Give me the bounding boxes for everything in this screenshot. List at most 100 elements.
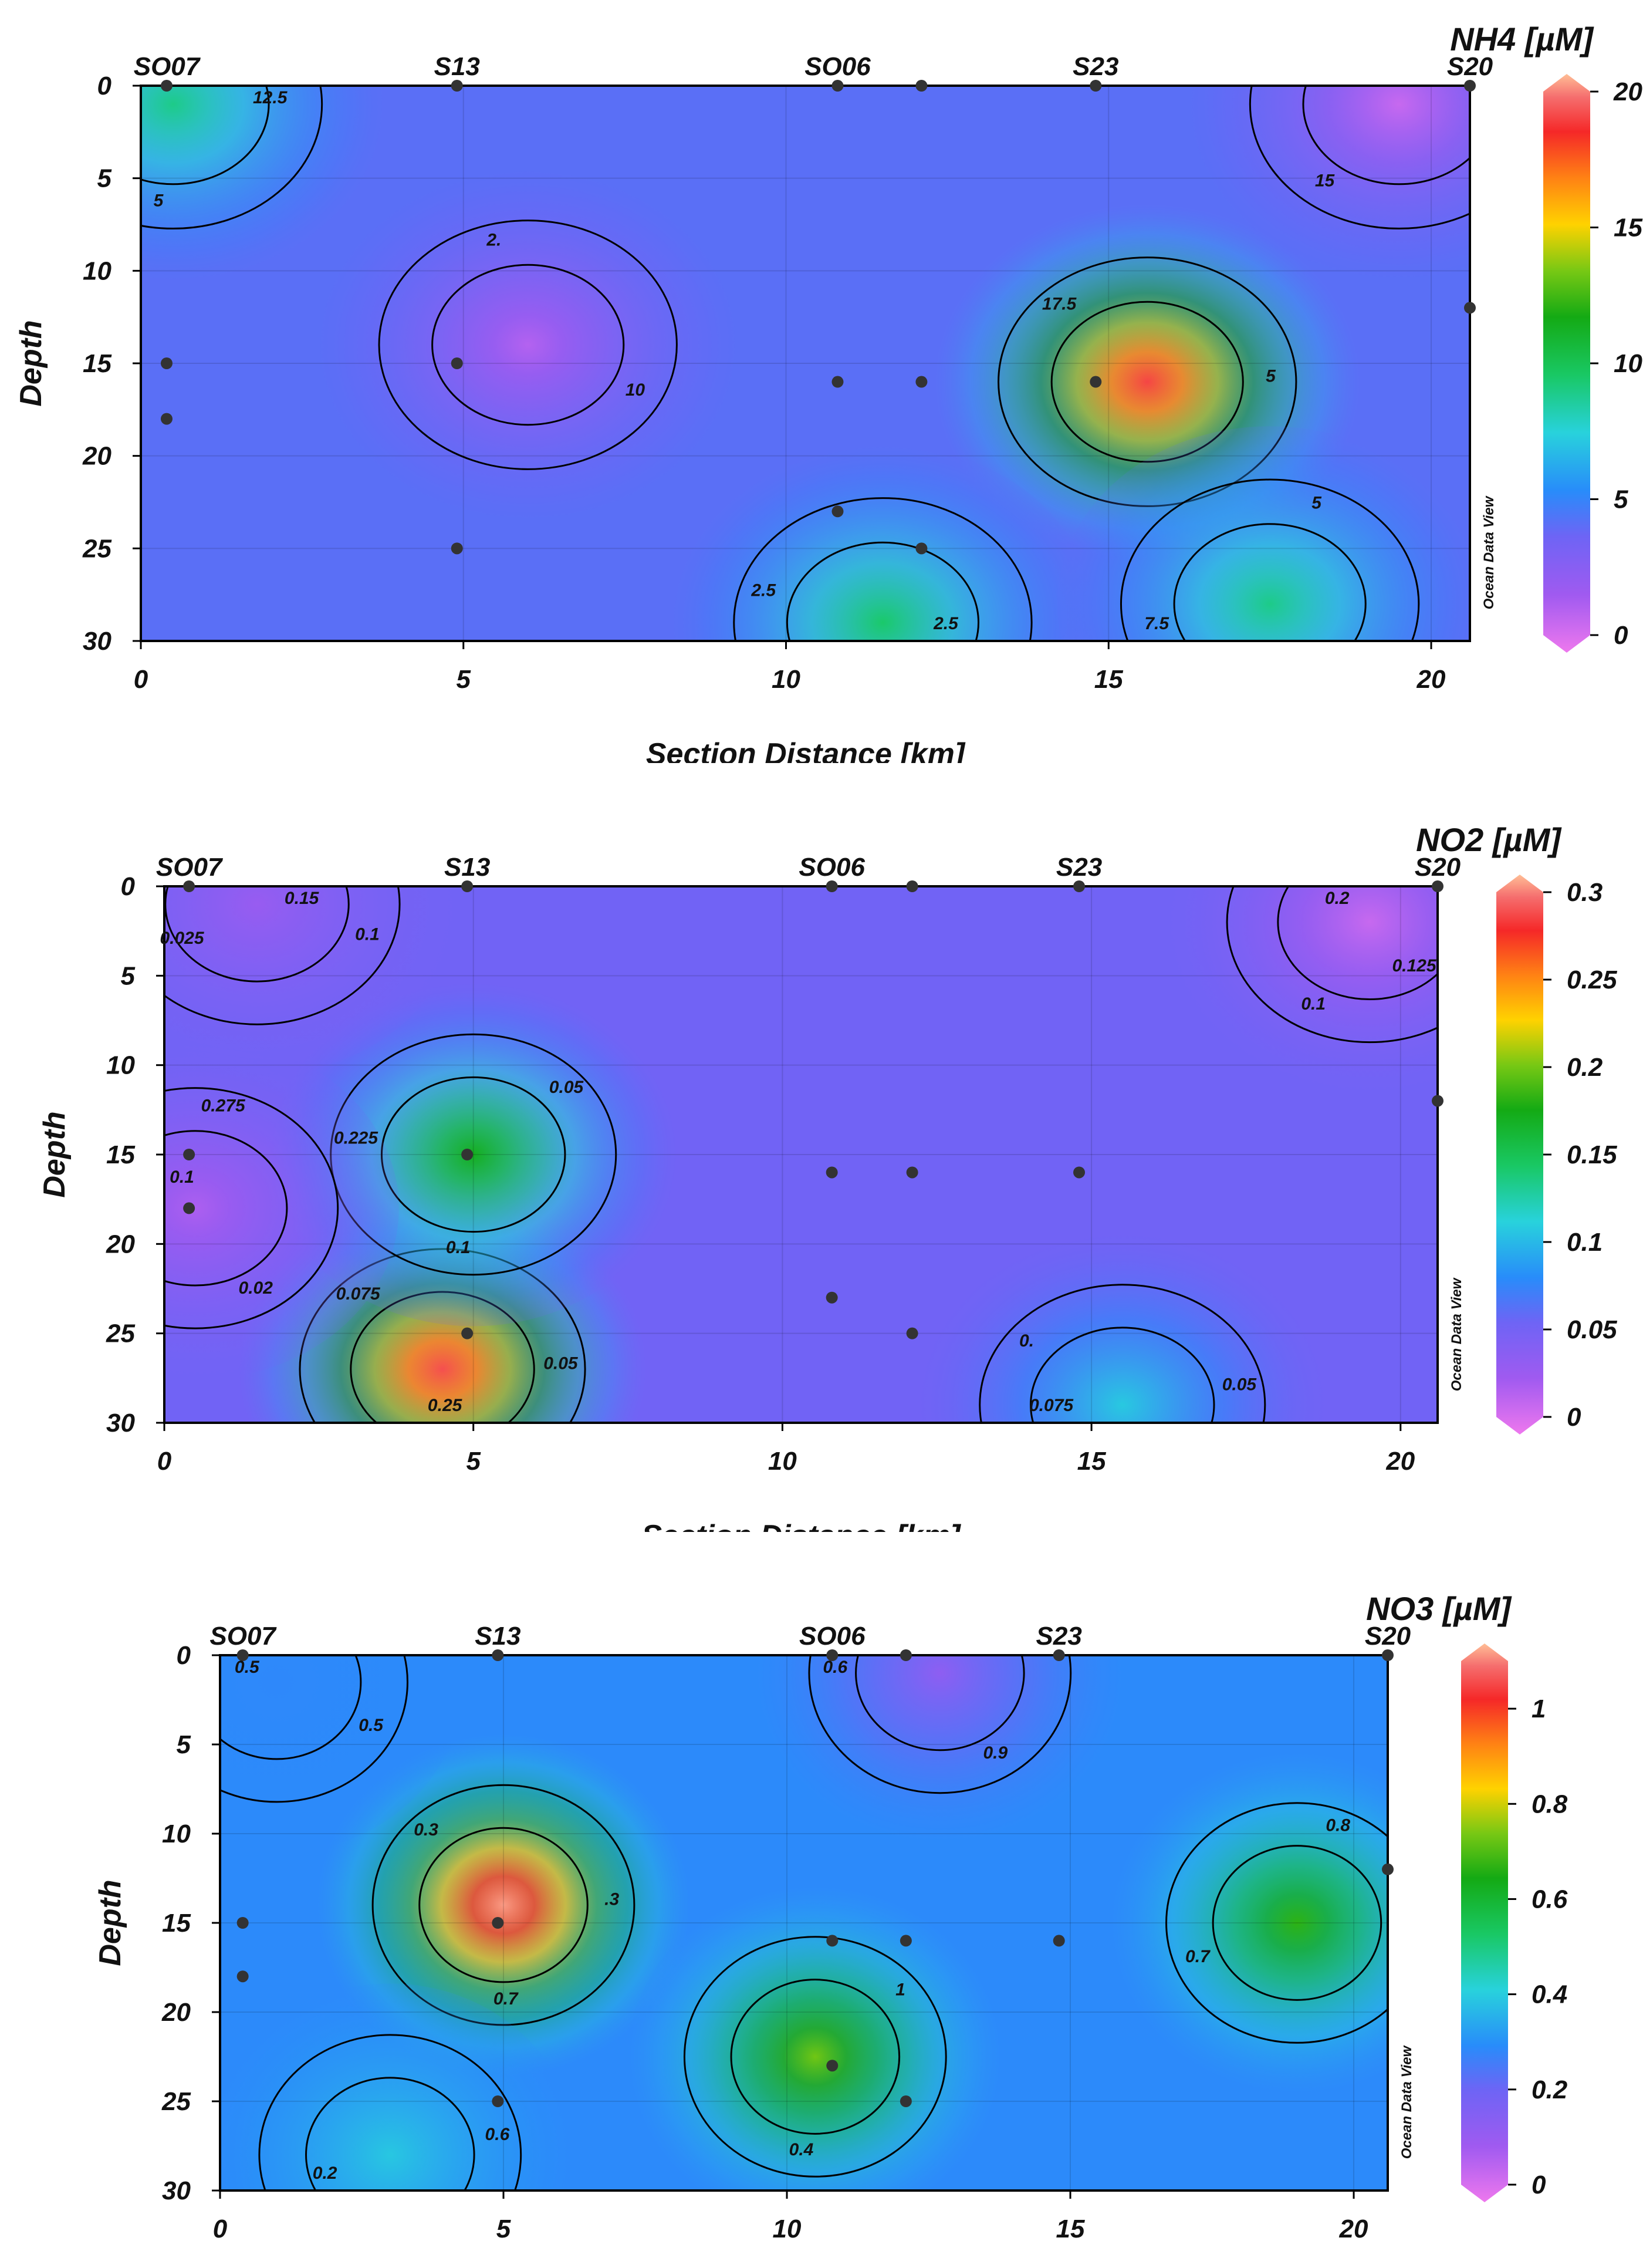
sample-point xyxy=(906,880,918,892)
contour-label: 0.25 xyxy=(428,1396,463,1415)
x-tick-label: 10 xyxy=(768,1447,797,1476)
x-tick-label: 5 xyxy=(466,1447,481,1476)
colorbar-tick-label: 0.8 xyxy=(1532,1790,1568,1818)
y-tick-label: 10 xyxy=(83,256,111,285)
colorbar-tick-label: 0.6 xyxy=(1532,1885,1568,1913)
station-label: S20 xyxy=(1365,1622,1411,1651)
chart-title: NH4 [µM] xyxy=(1450,21,1594,58)
contour-label: 0.9 xyxy=(983,1743,1008,1763)
concentration-field-cell xyxy=(220,1983,577,2191)
contour-label: 0.5 xyxy=(235,1658,260,1677)
colorbar-tick-label: 0.2 xyxy=(1567,1053,1603,1082)
contour-label: 0.075 xyxy=(336,1284,381,1304)
concentration-field-cell xyxy=(164,1037,399,1380)
contour-line xyxy=(786,541,979,641)
concentration-field-cell xyxy=(1186,86,1470,282)
sample-point xyxy=(831,376,844,388)
colorbar-tick-label: 0 xyxy=(1532,2171,1546,2199)
contour-label: 0.15 xyxy=(285,889,320,908)
no2-section-plot: 0.050.10.10.150.1250.0750.0750.050.020.0… xyxy=(38,821,1617,1532)
colorbar xyxy=(1543,74,1590,653)
no2-panel: 0.05 0.1 0.1 0.15 0.125 0.075 0.075 0.05 0.02 0.0… xyxy=(0,769,1643,1532)
x-tick-label: 0 xyxy=(213,2215,228,2243)
odv-watermark: Ocean Data View xyxy=(1449,1277,1465,1391)
y-tick-label: 25 xyxy=(106,1319,135,1348)
y-tick-label: 30 xyxy=(106,1409,135,1437)
x-tick-label: 15 xyxy=(1094,665,1123,694)
sample-point xyxy=(236,1649,249,1661)
y-tick-label: 5 xyxy=(121,961,136,990)
sample-point xyxy=(1464,302,1476,314)
sample-point xyxy=(1053,1935,1065,1947)
contour-label: 1 xyxy=(895,1980,905,1999)
station-label: SO06 xyxy=(799,1622,866,1651)
contour-label: 0.4 xyxy=(789,2140,814,2159)
station-label: SO06 xyxy=(799,853,865,882)
contour-label: 0.2 xyxy=(1325,889,1350,908)
contour-line xyxy=(220,1655,362,1760)
sample-point xyxy=(461,1327,474,1339)
x-tick-label: 20 xyxy=(1385,1447,1415,1476)
x-tick-label: 20 xyxy=(1339,2215,1368,2243)
sample-point xyxy=(906,1327,918,1339)
y-tick-label: 30 xyxy=(83,627,111,656)
y-tick-label: 10 xyxy=(162,1820,191,1848)
sample-point xyxy=(451,357,463,369)
x-tick-label: 0 xyxy=(134,665,148,694)
contour-label: 0.1 xyxy=(170,1167,194,1187)
x-tick-label: 15 xyxy=(1077,1447,1106,1476)
sample-point xyxy=(826,1649,839,1661)
sample-point xyxy=(906,1166,918,1179)
contour-label: .3 xyxy=(604,1890,619,1909)
x-tick-label: 10 xyxy=(772,665,800,694)
sample-point xyxy=(826,1935,839,1947)
contour-line xyxy=(1030,1327,1215,1423)
contour-label: 0.05 xyxy=(543,1354,579,1373)
y-tick-label: 20 xyxy=(161,1998,191,2027)
sample-point xyxy=(826,880,838,892)
contour-label: 0.8 xyxy=(1326,1815,1350,1835)
station-label: S13 xyxy=(434,52,480,81)
sample-point xyxy=(915,542,928,555)
x-tick-label: 20 xyxy=(1417,665,1446,694)
contour-line xyxy=(164,1087,339,1329)
sample-point xyxy=(183,1149,195,1160)
sample-point xyxy=(1464,80,1476,92)
sample-point xyxy=(160,357,173,369)
contour-line xyxy=(418,1827,589,1983)
colorbar xyxy=(1461,1643,1508,2202)
chart-title: NO3 [µM] xyxy=(1366,1590,1512,1627)
nh4-panel: 5 5 2.5 5 10 15 17.5 12.5 2.5 7.5 2. 0 5 10 15 20 0 5 10 15… xyxy=(0,0,1643,763)
sample-point xyxy=(831,80,844,92)
sample-point xyxy=(160,413,173,425)
colorbar-tick-label: 15 xyxy=(1614,214,1642,242)
y-tick-label: 20 xyxy=(82,442,111,471)
sample-point xyxy=(831,505,844,518)
contour-line xyxy=(258,2034,522,2191)
y-tick-label: 30 xyxy=(162,2176,191,2205)
contour-label: 2. xyxy=(486,231,501,250)
sample-point xyxy=(1432,1095,1443,1107)
sample-point xyxy=(1432,880,1443,892)
colorbar-tick-label: 0.1 xyxy=(1567,1228,1603,1257)
sample-point xyxy=(461,1149,474,1160)
sample-point xyxy=(1090,80,1102,92)
station-label: SO07 xyxy=(209,1622,277,1651)
sample-point xyxy=(183,880,195,892)
contour-line xyxy=(164,1130,288,1287)
contour-label: 12.5 xyxy=(253,88,288,107)
contour-label: 5 xyxy=(1266,367,1276,386)
contour-label: 0.02 xyxy=(239,1278,273,1298)
contour-line xyxy=(979,1284,1266,1423)
contour-line xyxy=(431,264,625,426)
contour-label: 0.1 xyxy=(355,924,380,944)
contour-label: 0.6 xyxy=(485,2125,510,2144)
y-tick-label: 5 xyxy=(97,164,112,193)
sample-point xyxy=(461,880,474,892)
contour-line xyxy=(141,86,323,230)
y-tick-label: 20 xyxy=(106,1230,135,1258)
station-label: S20 xyxy=(1415,853,1461,882)
sample-point xyxy=(826,2060,839,2072)
contour-line xyxy=(1212,1845,1382,2001)
colorbar-tick-label: 20 xyxy=(1613,77,1642,106)
